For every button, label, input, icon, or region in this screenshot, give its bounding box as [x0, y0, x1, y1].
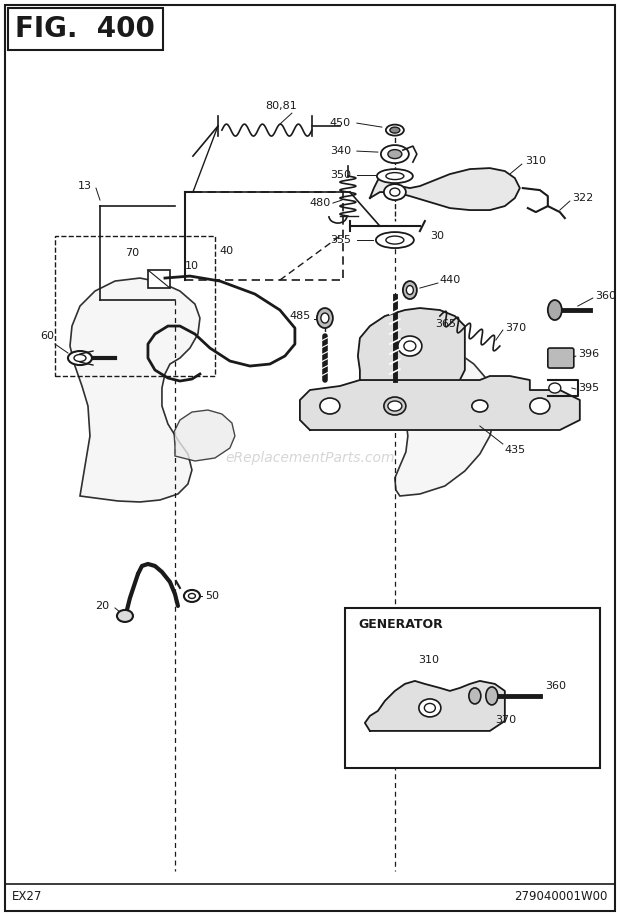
Text: 70: 70 — [125, 248, 139, 258]
Polygon shape — [370, 169, 520, 210]
Ellipse shape — [317, 308, 333, 328]
Text: 60: 60 — [40, 331, 54, 341]
Polygon shape — [174, 410, 235, 461]
Text: EX27: EX27 — [12, 890, 42, 903]
Ellipse shape — [386, 172, 404, 180]
Ellipse shape — [486, 687, 498, 705]
Ellipse shape — [381, 145, 409, 163]
Ellipse shape — [321, 313, 329, 323]
Text: 450: 450 — [330, 118, 351, 128]
Ellipse shape — [117, 610, 133, 622]
Text: 440: 440 — [440, 275, 461, 285]
Text: 480: 480 — [310, 198, 331, 208]
Ellipse shape — [74, 354, 86, 362]
Polygon shape — [70, 278, 200, 502]
Text: 30: 30 — [430, 231, 444, 241]
FancyBboxPatch shape — [548, 348, 574, 368]
Text: 310: 310 — [418, 655, 439, 665]
Text: 279040001W00: 279040001W00 — [515, 890, 608, 903]
Ellipse shape — [384, 184, 406, 200]
Ellipse shape — [530, 398, 550, 414]
Polygon shape — [358, 308, 465, 380]
Ellipse shape — [404, 341, 416, 351]
Ellipse shape — [406, 286, 414, 295]
Text: 310: 310 — [525, 156, 546, 166]
Text: 340: 340 — [330, 146, 351, 156]
Text: 355: 355 — [330, 235, 351, 245]
Text: 485: 485 — [290, 311, 311, 321]
Ellipse shape — [403, 281, 417, 299]
Text: 10: 10 — [185, 261, 199, 271]
Ellipse shape — [548, 300, 562, 320]
Text: 40: 40 — [220, 246, 234, 256]
Bar — [148, 270, 170, 288]
Text: 80,81: 80,81 — [265, 101, 296, 111]
Ellipse shape — [386, 125, 404, 136]
Text: 360: 360 — [595, 291, 616, 301]
Text: eReplacementParts.com: eReplacementParts.com — [225, 451, 395, 465]
Bar — [185, 192, 343, 280]
Text: 370: 370 — [495, 714, 516, 725]
Ellipse shape — [320, 398, 340, 414]
Ellipse shape — [469, 688, 481, 703]
Ellipse shape — [188, 594, 195, 598]
Text: 360: 360 — [545, 681, 566, 691]
Ellipse shape — [390, 188, 400, 196]
Polygon shape — [395, 346, 495, 496]
Bar — [8, 8, 163, 50]
Ellipse shape — [376, 232, 414, 248]
Ellipse shape — [398, 336, 422, 356]
Bar — [55, 236, 215, 376]
Text: 396: 396 — [578, 349, 599, 359]
Polygon shape — [365, 681, 505, 731]
Bar — [345, 608, 600, 768]
Ellipse shape — [68, 351, 92, 365]
Text: GENERATOR: GENERATOR — [358, 618, 443, 631]
Ellipse shape — [386, 236, 404, 244]
Text: 370: 370 — [505, 323, 526, 333]
Text: 350: 350 — [330, 170, 351, 180]
Text: 50: 50 — [205, 591, 219, 601]
Ellipse shape — [549, 383, 561, 393]
Ellipse shape — [472, 400, 488, 412]
Ellipse shape — [419, 699, 441, 717]
Ellipse shape — [184, 590, 200, 602]
Text: 322: 322 — [572, 193, 593, 203]
Text: 20: 20 — [95, 601, 109, 611]
Text: 395: 395 — [578, 383, 599, 393]
Ellipse shape — [377, 169, 413, 183]
Text: 13: 13 — [78, 181, 92, 191]
Text: 435: 435 — [505, 445, 526, 455]
Ellipse shape — [424, 703, 435, 713]
Ellipse shape — [388, 149, 402, 158]
Ellipse shape — [384, 397, 406, 415]
Text: FIG.  400: FIG. 400 — [15, 16, 155, 43]
Ellipse shape — [388, 401, 402, 411]
Text: 365: 365 — [435, 319, 456, 329]
Ellipse shape — [390, 127, 400, 133]
Polygon shape — [300, 376, 580, 430]
